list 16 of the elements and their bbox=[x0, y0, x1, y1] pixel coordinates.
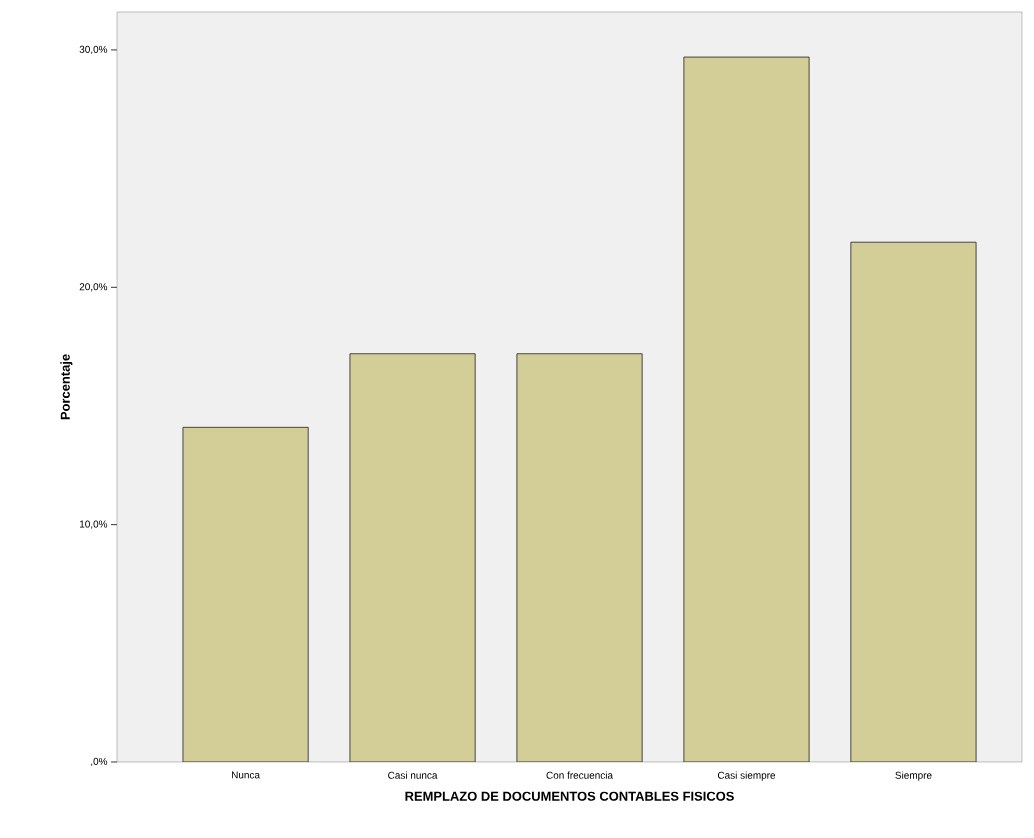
y-tick-label: 30,0% bbox=[79, 45, 108, 55]
x-tick-label: Casi nunca bbox=[388, 771, 438, 779]
x-axis-title: REMPLAZO DE DOCUMENTOS CONTABLES FISICOS bbox=[405, 791, 734, 801]
x-tick-label: Siempre bbox=[895, 771, 932, 781]
y-tick-label: 10,0% bbox=[80, 520, 108, 529]
x-tick-label: Nunca bbox=[231, 771, 260, 779]
x-tick-label: Con frecuencia bbox=[546, 771, 614, 779]
bar bbox=[182, 426, 309, 762]
x-tick-label: Casi siempre bbox=[717, 771, 776, 781]
bar bbox=[516, 353, 643, 762]
y-tick-label: ,0% bbox=[91, 757, 108, 767]
bar bbox=[850, 241, 977, 762]
y-tick-label: 20,0% bbox=[79, 283, 108, 292]
bar bbox=[349, 353, 476, 762]
y-axis-title: Porcentaje bbox=[60, 354, 73, 420]
bar bbox=[683, 56, 810, 762]
